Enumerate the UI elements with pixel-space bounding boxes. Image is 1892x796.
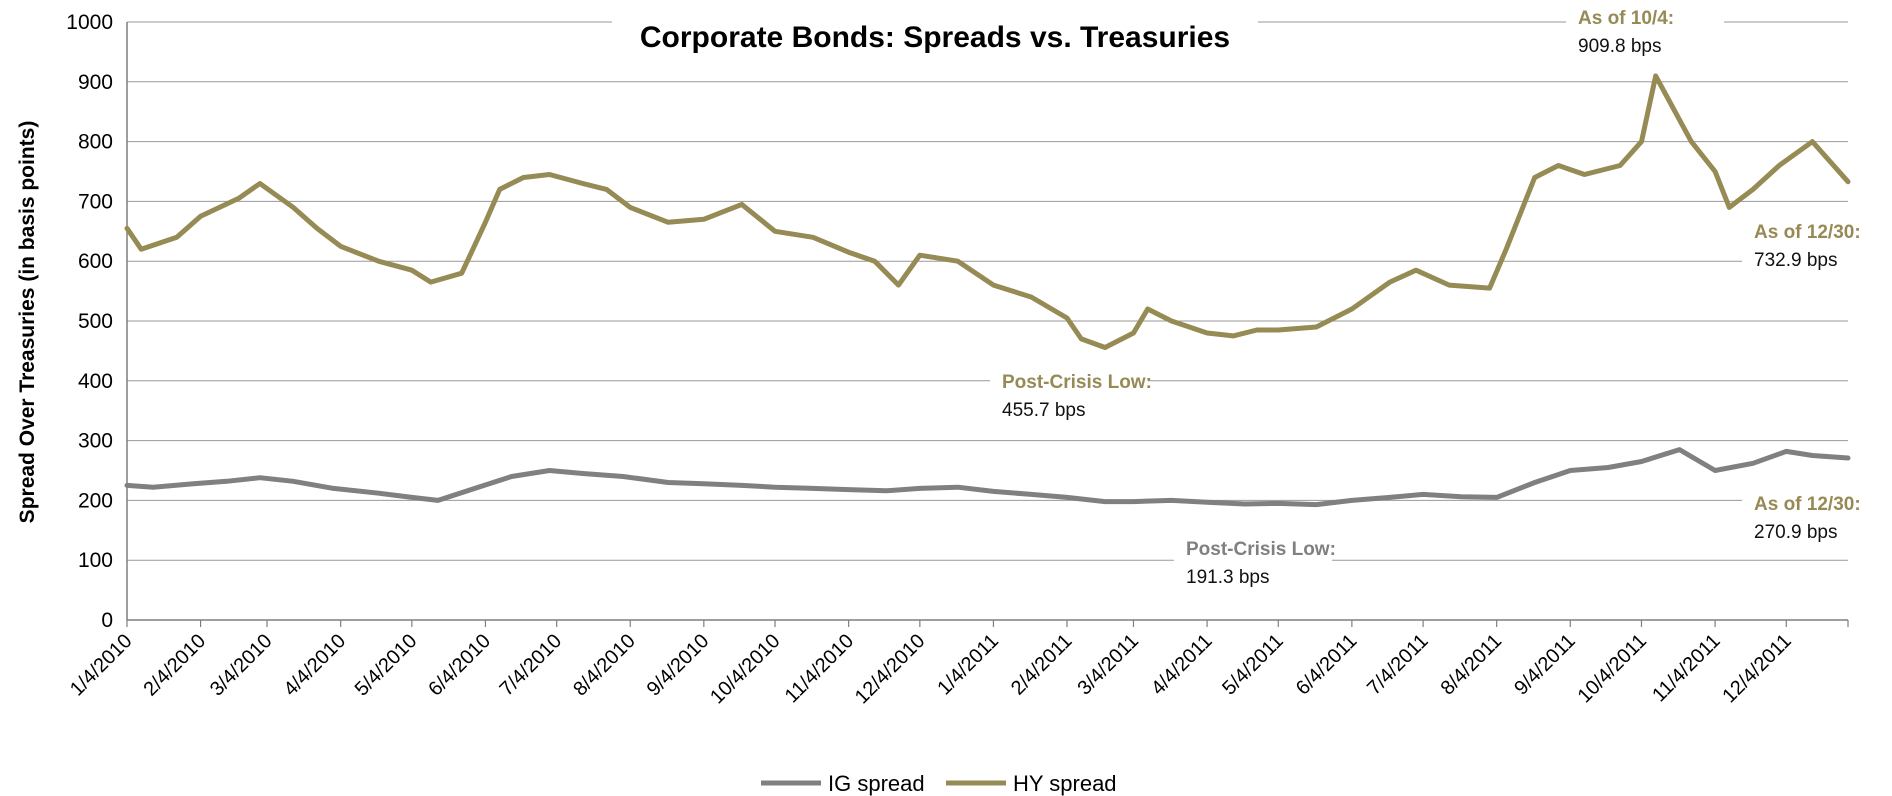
x-tick-label: 9/4/2011 — [1510, 630, 1580, 700]
x-tick-label: 6/4/2010 — [424, 630, 495, 701]
annotation-backdrop — [1742, 222, 1892, 284]
y-tick-label: 200 — [78, 489, 113, 512]
x-tick-label: 12/4/2010 — [851, 630, 929, 708]
ig-spread-line — [124, 447, 1851, 508]
x-tick-label: 5/4/2011 — [1218, 630, 1288, 700]
x-tick-label: 7/4/2011 — [1363, 630, 1433, 700]
chart-title: Corporate Bonds: Spreads vs. Treasuries — [640, 21, 1230, 54]
annotations: As of 10/4: 909.8 bps As of 12/30: 732.9 bp… — [1002, 8, 1861, 588]
y-tick-label: 1000 — [66, 11, 113, 34]
annotation-heading: Post-Crisis Low: — [1002, 372, 1152, 393]
annotation-backgrounds — [990, 8, 1892, 601]
x-tick-label: 7/4/2010 — [496, 630, 567, 701]
y-axis-label: Spread Over Treasuries (in basis points) — [16, 121, 39, 524]
annotation-value: 732.9 bps — [1754, 250, 1837, 271]
x-tick-label: 3/4/2011 — [1073, 630, 1143, 700]
y-tick-label: 800 — [78, 131, 113, 154]
y-tick-labels: 0 100 200 300 400 500 600 700 800 900 1000 — [66, 11, 113, 632]
annotation-heading: As of 12/30: — [1754, 494, 1861, 515]
y-tick-label: 700 — [78, 190, 113, 213]
annotation-value: 455.7 bps — [1002, 400, 1085, 421]
title-background — [612, 8, 1258, 60]
gridlines — [126, 21, 1848, 621]
annotation-backdrop — [1174, 539, 1332, 601]
x-tick-label: 1/4/2011 — [933, 630, 1003, 700]
x-tick-label: 5/4/2010 — [351, 630, 422, 701]
x-tick-label: 4/4/2011 — [1147, 630, 1217, 700]
annotation-value: 909.8 bps — [1578, 36, 1661, 57]
x-tick-label: 11/4/2010 — [781, 630, 858, 707]
annotation-heading: As of 10/4: — [1578, 8, 1674, 29]
x-tick-label: 10/4/2011 — [1574, 630, 1651, 707]
legend: IG spread HY spread — [761, 771, 1117, 796]
y-tick-label: 600 — [78, 250, 113, 273]
y-tick-label: 0 — [101, 609, 113, 632]
annotation-heading: Post-Crisis Low: — [1186, 539, 1336, 560]
annotation-value: 270.9 bps — [1754, 522, 1837, 543]
annotation-heading: As of 12/30: — [1754, 222, 1861, 243]
x-tick-label: 3/4/2010 — [206, 630, 277, 701]
x-tick-label: 1/4/2010 — [66, 630, 137, 701]
x-tick-label: 11/4/2011 — [1648, 630, 1724, 706]
x-tick-label: 2/4/2010 — [140, 630, 211, 701]
y-tick-label: 100 — [78, 549, 113, 572]
hy-spread-line — [124, 73, 1851, 350]
x-tick-label: 9/4/2010 — [643, 630, 714, 701]
x-tick-label: 10/4/2010 — [706, 630, 784, 708]
y-tick-label: 500 — [78, 310, 113, 333]
x-tick-label: 8/4/2010 — [569, 630, 640, 701]
x-tick-label: 12/4/2011 — [1718, 630, 1795, 707]
x-tick-label: 2/4/2011 — [1007, 630, 1077, 700]
y-tick-label: 300 — [78, 430, 113, 453]
x-tick-label: 6/4/2011 — [1292, 630, 1362, 700]
series-lines — [124, 73, 1851, 508]
annotation-value: 191.3 bps — [1186, 567, 1269, 588]
legend-label: HY spread — [1013, 771, 1117, 796]
x-tick-label: 8/4/2011 — [1437, 630, 1507, 700]
y-tick-label: 400 — [78, 370, 113, 393]
annotation-backdrop — [990, 372, 1148, 434]
annotation-backdrop — [1566, 8, 1724, 70]
legend-label: IG spread — [828, 771, 925, 796]
title-backdrop — [612, 8, 1258, 60]
y-tick-label: 900 — [78, 71, 113, 94]
annotation-backdrop — [1742, 494, 1892, 556]
x-tick-label: 4/4/2010 — [280, 630, 351, 701]
